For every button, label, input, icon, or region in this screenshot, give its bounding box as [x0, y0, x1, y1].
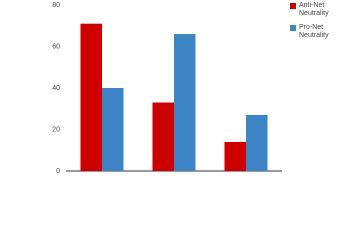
- bar: [102, 88, 124, 171]
- y-tick-label: 20: [52, 126, 60, 133]
- y-tick-label: 60: [52, 43, 60, 50]
- legend: Anti-Net Neutrality Pro-Net Neutrality: [290, 2, 346, 46]
- y-tick-label: 80: [52, 2, 60, 9]
- bar: [80, 23, 102, 171]
- legend-item: Anti-Net Neutrality: [290, 2, 346, 18]
- bar: [152, 102, 174, 171]
- legend-label: Anti-Net Neutrality: [299, 2, 329, 17]
- bar: [246, 114, 268, 171]
- chart: 0 20 40 60 80: [52, 2, 282, 175]
- page: {"chart_data": {"type": "bar", "categori…: [52, 1, 346, 175]
- y-tick-label: 40: [52, 85, 60, 92]
- legend-item: Pro-Net Neutrality: [290, 24, 346, 40]
- legend-label: Pro-Net Neutrality: [299, 24, 329, 39]
- bar: [174, 34, 196, 171]
- legend-swatch: [290, 3, 296, 9]
- legend-swatch: [290, 25, 296, 31]
- y-tick-label: 0: [56, 168, 60, 175]
- bar: [224, 141, 246, 171]
